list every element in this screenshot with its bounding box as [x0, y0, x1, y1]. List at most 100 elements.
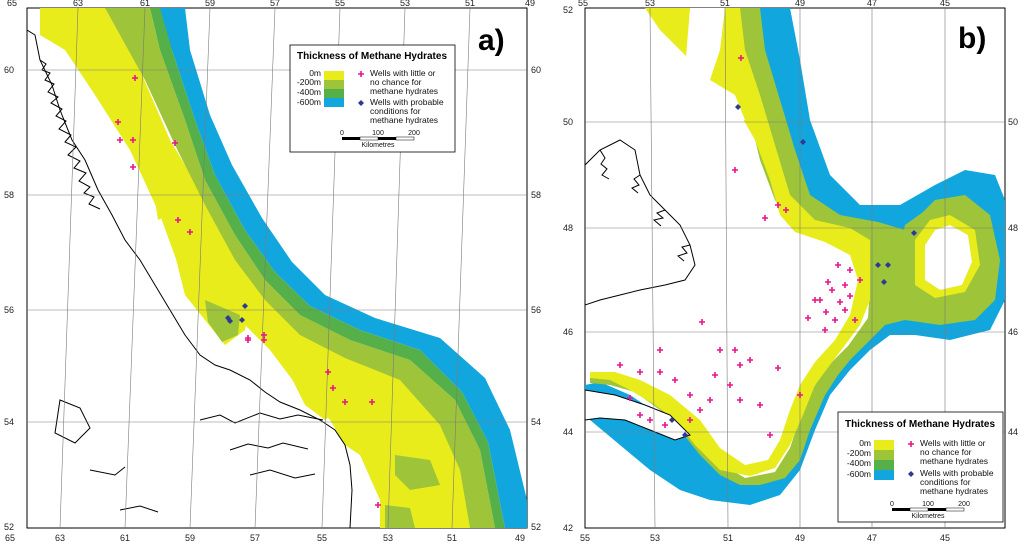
well-little [727, 382, 733, 388]
well-little [712, 372, 718, 378]
well-little [847, 267, 853, 273]
tick-b-left-0: 52 [563, 5, 573, 15]
well-probable [885, 262, 891, 268]
well-little [747, 357, 753, 363]
tick-a-bottom-6: 53 [383, 533, 393, 543]
legend-b-box [837, 411, 1004, 523]
well-little [325, 369, 331, 375]
tick-b-right-0: 50 [1008, 117, 1018, 127]
tick-a-left-4: 52 [4, 522, 14, 532]
well-probable [800, 139, 806, 145]
well-little [130, 137, 136, 143]
panel-b-embayment-north [685, 8, 745, 120]
legend-b-probable-3: methane hydrates [920, 486, 988, 496]
panel-b-newfoundland-detail [599, 149, 691, 262]
well-little [835, 262, 841, 268]
tick-b-right-2: 46 [1008, 327, 1018, 337]
tick-a-right-0: 60 [531, 65, 541, 75]
tick-b-top-0: 55 [578, 0, 588, 8]
panel-a-coast-detail [39, 59, 101, 210]
well-little [132, 75, 138, 81]
legend-b-probable-2: conditions for [920, 477, 971, 487]
panel-a-patch-south [290, 365, 345, 420]
well-little [657, 347, 663, 353]
tick-b-top-5: 45 [940, 0, 950, 8]
tick-a-top-0: 65 [7, 0, 17, 8]
legend-a-level-1: -200m [297, 77, 321, 87]
legend-a-little-2: no chance for [370, 77, 422, 87]
tick-a-bottom-2: 61 [120, 533, 130, 543]
legend-b-diamond-icon [908, 471, 914, 477]
tick-a-left-0: 60 [4, 65, 14, 75]
well-little [187, 229, 193, 235]
tick-b-left-5: 42 [563, 523, 573, 533]
tick-a-bottom-8: 49 [515, 533, 525, 543]
tick-b-bottom-4: 47 [867, 533, 877, 543]
panel-b-flemish-center [925, 225, 972, 290]
panel-b-bottom-ticks: 55 53 51 49 47 45 [580, 533, 950, 543]
legend-a-box [289, 44, 456, 153]
panel-a-left-ticks: 60 58 56 54 52 [4, 65, 14, 532]
well-little [775, 202, 781, 208]
tick-a-bottom-4: 57 [250, 533, 260, 543]
panel-a-patch-south-deep [395, 455, 440, 490]
legend-a-swatch-200m [324, 80, 344, 89]
legend-a-probable-1: Wells with probable [370, 97, 444, 107]
panel-a-interior-water [54, 399, 324, 513]
panel-b-right-ticks: 50 48 46 44 [1008, 117, 1018, 437]
panel-a-legend: Thickness of Methane Hydrates 0m -200m -… [289, 44, 456, 153]
panel-a-top-ticks: 65 63 61 59 57 55 53 51 49 [7, 0, 535, 8]
legend-a-swatch-0m [324, 71, 344, 80]
well-probable [682, 432, 688, 438]
well-little [261, 337, 267, 343]
tick-b-left-4: 44 [563, 427, 573, 437]
legend-b-swatch-200m [874, 450, 894, 460]
well-little [697, 407, 703, 413]
panel-a-labrador-coast [27, 29, 353, 528]
panel-b-legend: Thickness of Methane Hydrates 0m -200m -… [837, 411, 1004, 523]
tick-a-left-3: 54 [4, 417, 14, 427]
legend-a-little-3: methane hydrates [370, 86, 438, 96]
panel-a-wells [115, 75, 381, 508]
well-little [707, 397, 713, 403]
tick-a-top-2: 61 [140, 0, 150, 8]
well-little [662, 422, 668, 428]
well-little [699, 319, 705, 325]
panel-b-wells [617, 55, 917, 438]
well-little [842, 282, 848, 288]
legend-b-little-2: no chance for [920, 447, 972, 457]
legend-a-level-0: 0m [309, 68, 321, 78]
legend-b-level-2: -400m [847, 458, 871, 468]
panel-a-graticule [27, 8, 527, 528]
well-little [369, 399, 375, 405]
well-little [637, 369, 643, 375]
panel-a-patch-south-corner [385, 505, 415, 528]
tick-b-top-3: 49 [795, 0, 805, 8]
panel-a-zone-200m [105, 8, 495, 528]
well-little [672, 377, 678, 383]
legend-a-scale-200: 200 [408, 130, 420, 137]
well-little [767, 432, 773, 438]
well-little [115, 119, 121, 125]
legend-b-swatch-400m [874, 460, 894, 470]
well-little [832, 317, 838, 323]
panel-b-hydrate-zones [585, 8, 1005, 505]
well-probable [735, 104, 741, 110]
well-little [172, 140, 178, 146]
well-little [737, 362, 743, 368]
panel-a-bottom-ticks: 65 63 61 59 57 55 53 51 49 [5, 533, 525, 543]
well-little [375, 502, 381, 508]
legend-b-swatch-0m [874, 440, 894, 450]
panel-b-graticule [585, 8, 1005, 528]
legend-b-little-3: methane hydrates [920, 456, 988, 466]
well-little [825, 279, 831, 285]
legend-b-little-1: Wells with little or [920, 438, 986, 448]
well-probable-symbol [908, 471, 914, 477]
legend-a-scale-bar: 0 100 200 Kilometres [340, 130, 420, 149]
legend-a-scale-0: 0 [340, 130, 344, 137]
well-little [842, 307, 848, 313]
tick-b-bottom-1: 53 [650, 533, 660, 543]
legend-a-swatch-600m [324, 98, 344, 107]
tick-a-right-1: 58 [531, 190, 541, 200]
